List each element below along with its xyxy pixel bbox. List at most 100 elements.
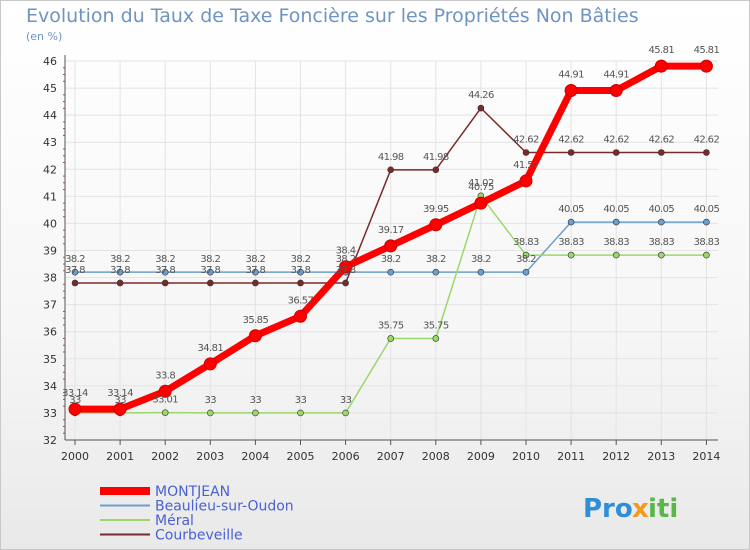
data-label: 41.57 bbox=[513, 160, 539, 171]
data-point bbox=[116, 268, 124, 276]
data-label: 40.05 bbox=[603, 204, 629, 215]
data-point bbox=[519, 174, 533, 188]
data-point bbox=[161, 409, 169, 416]
data-label: 38.2 bbox=[471, 254, 491, 265]
data-label: 33.01 bbox=[152, 395, 178, 406]
data-point bbox=[158, 384, 172, 398]
x-tick-label: 2007 bbox=[377, 450, 405, 463]
data-label: 33.14 bbox=[107, 388, 133, 399]
x-tick-label: 2012 bbox=[602, 450, 630, 463]
y-tick-label: 43 bbox=[43, 136, 57, 149]
legend-label: Méral bbox=[155, 513, 194, 529]
data-label: 38.2 bbox=[291, 254, 311, 265]
legend-label: Beaulieu-sur-Oudon bbox=[155, 499, 294, 515]
data-label: 37.8 bbox=[110, 265, 130, 276]
data-point bbox=[612, 218, 620, 226]
data-point bbox=[522, 268, 530, 276]
x-tick-label: 2008 bbox=[422, 450, 450, 463]
data-point bbox=[297, 279, 304, 287]
data-label: 38.2 bbox=[336, 254, 356, 265]
data-point bbox=[429, 218, 443, 232]
data-label: 38.83 bbox=[513, 237, 539, 248]
data-point bbox=[432, 166, 440, 174]
chart-title: Evolution du Taux de Taxe Foncière sur l… bbox=[26, 5, 639, 27]
data-point bbox=[342, 409, 349, 417]
data-label: 45.81 bbox=[694, 45, 720, 56]
x-tick-label: 2000 bbox=[61, 450, 89, 463]
data-point bbox=[477, 268, 485, 276]
data-point bbox=[71, 279, 79, 287]
y-tick-label: 33 bbox=[43, 407, 57, 420]
y-tick-label: 38 bbox=[43, 272, 57, 285]
x-tick-label: 2004 bbox=[241, 450, 269, 463]
data-label: 33 bbox=[340, 395, 352, 406]
data-label: 33 bbox=[69, 395, 81, 406]
data-point bbox=[612, 149, 620, 156]
legend: MONTJEANBeaulieu-sur-OudonMéralCourbevei… bbox=[100, 484, 294, 544]
data-label: 44.91 bbox=[603, 70, 629, 81]
data-label: 33 bbox=[295, 395, 307, 406]
data-label: 42.62 bbox=[648, 135, 674, 146]
data-label: 45.81 bbox=[648, 45, 674, 56]
data-point bbox=[522, 251, 530, 259]
data-label: 38.2 bbox=[426, 254, 446, 265]
data-point bbox=[342, 279, 349, 287]
x-tick-label: 2014 bbox=[692, 450, 720, 463]
data-label: 40.75 bbox=[468, 182, 494, 193]
x-tick-label: 2006 bbox=[332, 450, 360, 463]
data-label: 38.2 bbox=[65, 254, 85, 265]
data-point bbox=[387, 268, 395, 276]
data-label: 38.2 bbox=[110, 254, 130, 265]
data-label: 35.75 bbox=[423, 320, 449, 331]
data-point bbox=[207, 268, 214, 276]
legend-label: MONTJEAN bbox=[155, 484, 230, 500]
x-tick-label: 2013 bbox=[647, 450, 675, 463]
data-point bbox=[654, 59, 668, 73]
data-label: 33 bbox=[205, 395, 217, 406]
data-point bbox=[612, 251, 620, 259]
data-label: 35.75 bbox=[378, 320, 404, 331]
data-point bbox=[564, 84, 578, 98]
data-label: 38.83 bbox=[694, 237, 720, 248]
data-point bbox=[207, 409, 214, 417]
x-tick-label: 2005 bbox=[287, 450, 315, 463]
data-point bbox=[703, 218, 710, 226]
data-point bbox=[567, 149, 575, 156]
data-label: 34.81 bbox=[197, 343, 223, 354]
x-tick-label: 2011 bbox=[557, 450, 585, 463]
y-tick-label: 44 bbox=[43, 109, 57, 122]
data-point bbox=[432, 268, 440, 276]
data-label: 40.05 bbox=[558, 204, 584, 215]
data-point bbox=[477, 104, 485, 112]
data-label: 38.83 bbox=[603, 237, 629, 248]
data-point bbox=[252, 279, 259, 287]
y-tick-label: 39 bbox=[43, 245, 57, 258]
data-label: 37.8 bbox=[336, 265, 356, 276]
data-point bbox=[699, 59, 713, 73]
data-label: 42.62 bbox=[513, 135, 539, 146]
data-label: 33.8 bbox=[155, 370, 175, 381]
data-point bbox=[297, 409, 304, 417]
data-point bbox=[384, 239, 398, 253]
data-label: 37.8 bbox=[291, 265, 311, 276]
data-point bbox=[703, 149, 710, 156]
data-label: 41.98 bbox=[423, 152, 449, 163]
data-label: 38.2 bbox=[200, 254, 220, 265]
data-label: 36.57 bbox=[288, 295, 314, 306]
data-point bbox=[252, 409, 259, 417]
y-tick-label: 41 bbox=[43, 190, 57, 203]
y-tick-label: 45 bbox=[43, 82, 57, 95]
data-point bbox=[522, 149, 530, 156]
data-point bbox=[657, 251, 665, 259]
data-label: 40.05 bbox=[694, 204, 720, 215]
data-label: 37.8 bbox=[65, 265, 85, 276]
data-label: 33 bbox=[114, 395, 126, 406]
y-tick-label: 35 bbox=[43, 353, 57, 366]
data-point bbox=[387, 335, 395, 342]
chart-subtitle: (en %) bbox=[26, 30, 62, 43]
data-label: 40.05 bbox=[648, 204, 674, 215]
data-point bbox=[657, 149, 665, 156]
data-label: 41.02 bbox=[468, 178, 494, 189]
data-point bbox=[203, 357, 217, 371]
